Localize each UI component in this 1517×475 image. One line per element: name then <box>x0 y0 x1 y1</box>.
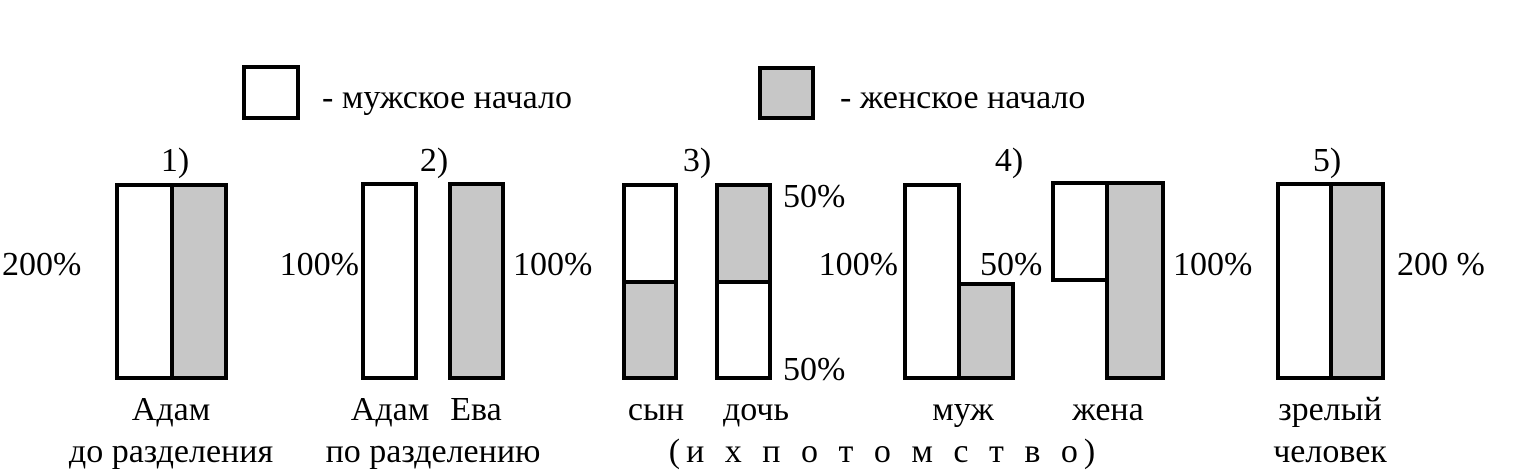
bar-adam-male <box>361 182 418 380</box>
caption-mature-line1: зрелый <box>1278 391 1382 428</box>
caption-daughter: дочь <box>722 391 790 428</box>
percent-label-group4-right: 100% <box>1173 246 1253 283</box>
bar-segment-female <box>719 187 768 284</box>
bar-eve-female <box>448 182 505 380</box>
legend-female-label: - женское начало <box>840 79 1086 116</box>
caption-before-division: до разделения <box>68 433 274 470</box>
group-2-number: 2) <box>419 142 449 179</box>
legend-female-swatch <box>758 66 815 120</box>
bar-segment-female <box>1328 186 1381 376</box>
bar-segment-male <box>719 284 768 377</box>
bar-mature-person <box>1276 182 1385 380</box>
legend-male-label: - мужское начало <box>322 79 573 116</box>
group-1-number: 1) <box>160 142 190 179</box>
caption-after-division: по разделению <box>325 433 541 470</box>
bar-husband-male <box>903 183 961 380</box>
bar-segment-female <box>169 187 224 376</box>
group-5-number: 5) <box>1312 142 1342 179</box>
percent-label-group3-bottom: 50% <box>783 351 846 388</box>
bar-segment-male <box>1280 186 1329 376</box>
bar-segment-female <box>626 283 674 376</box>
percent-label-group1-left: 200% <box>2 246 82 283</box>
bar-son <box>622 183 678 380</box>
bar-adam-before-division <box>115 183 228 380</box>
bar-daughter <box>715 183 772 380</box>
bar-husband-female <box>957 282 1015 380</box>
caption-their-offspring: (и х п о т о м с т в о) <box>668 433 1102 470</box>
caption-mature-line2: человек <box>1273 433 1387 470</box>
caption-husband: муж <box>932 391 994 428</box>
caption-eve: Ева <box>450 391 502 428</box>
percent-label-group3-top: 50% <box>783 178 846 215</box>
caption-adam1: Адам <box>131 391 211 428</box>
bar-segment-male <box>119 187 170 376</box>
bar-wife-male <box>1051 181 1109 282</box>
caption-son: сын <box>627 391 685 428</box>
percent-label-group4-left: 100% <box>818 246 898 283</box>
percent-label-group2-right: 100% <box>513 246 593 283</box>
percent-label-group4-middle: 50% <box>980 246 1043 283</box>
caption-wife: жена <box>1072 391 1144 428</box>
percent-label-group2-left: 100% <box>279 246 359 283</box>
legend-male-swatch <box>242 65 300 120</box>
bar-segment-male <box>626 187 674 284</box>
group-4-number: 4) <box>994 142 1024 179</box>
percent-label-group5-right: 200 % <box>1397 246 1485 283</box>
caption-adam2: Адам <box>350 391 430 428</box>
group-3-number: 3) <box>682 142 712 179</box>
bar-wife-female <box>1105 181 1165 380</box>
